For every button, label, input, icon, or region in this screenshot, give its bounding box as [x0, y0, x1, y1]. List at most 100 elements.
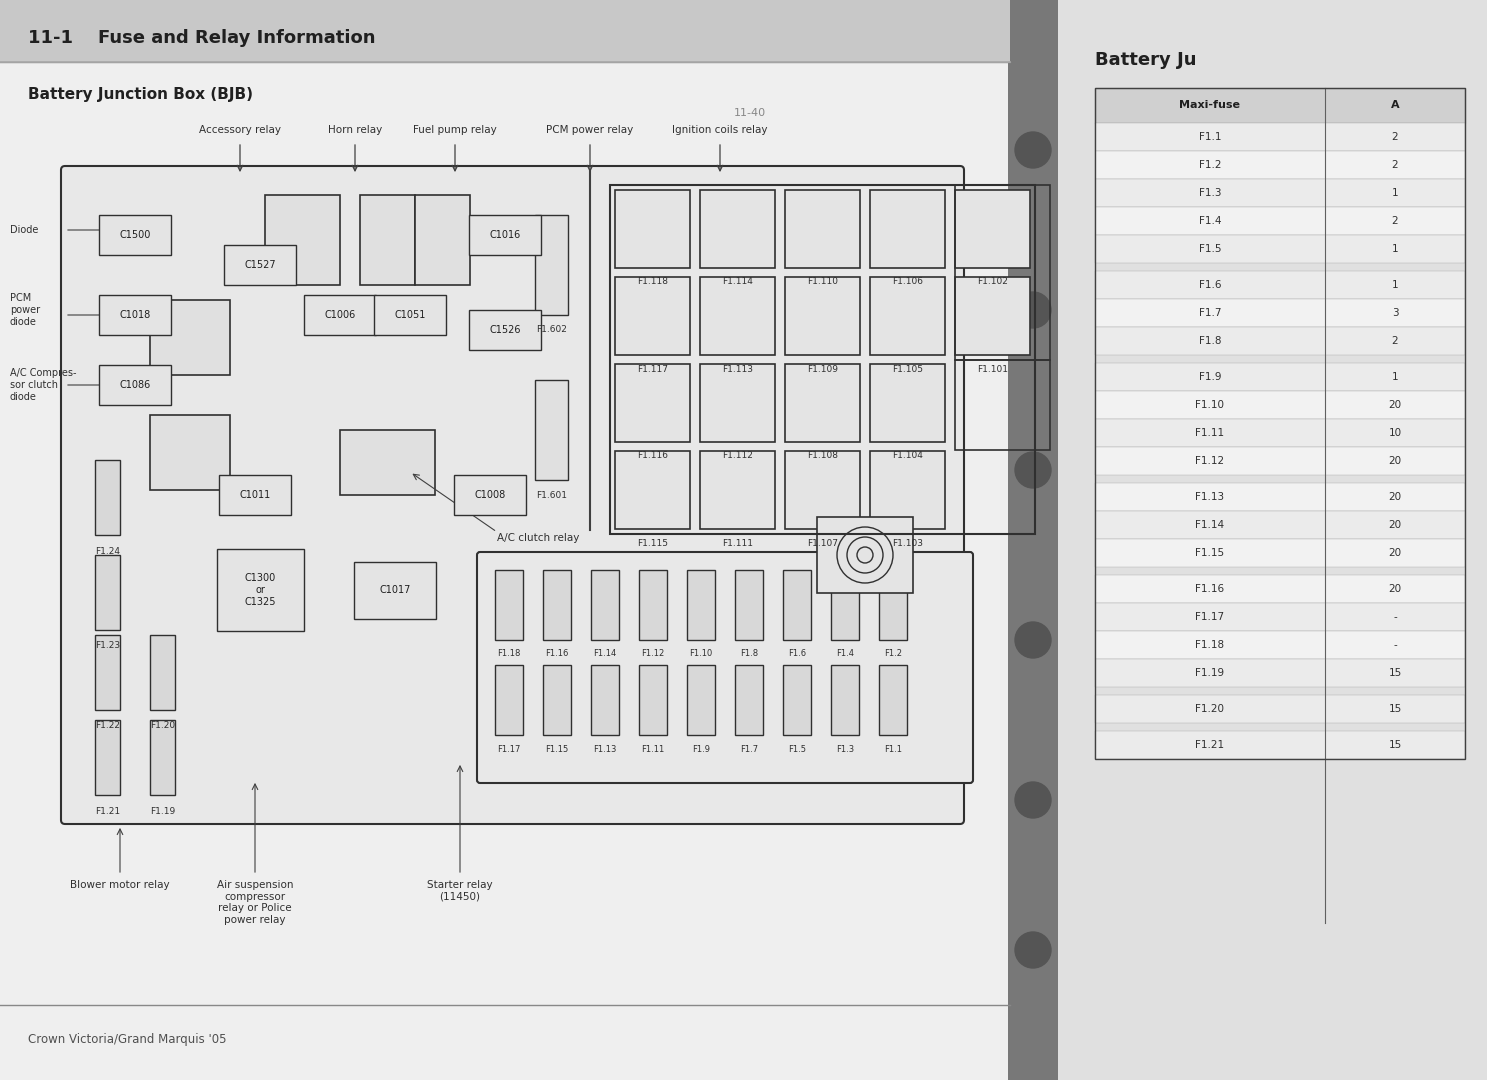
Text: F1.21: F1.21	[95, 807, 120, 815]
Text: F1.2: F1.2	[1199, 160, 1221, 170]
Text: 3: 3	[1392, 308, 1398, 318]
Text: 20: 20	[1389, 519, 1402, 530]
Bar	[341, 430, 436, 495]
Text: C1051: C1051	[394, 310, 425, 320]
Text: 2: 2	[1392, 216, 1398, 226]
Text: C1086: C1086	[119, 380, 150, 390]
Text: F1.21: F1.21	[1196, 740, 1225, 750]
Text: F1.4: F1.4	[1199, 216, 1221, 226]
Text: Air suspension
compressor
relay or Police
power relay: Air suspension compressor relay or Polic…	[217, 880, 293, 924]
Bar	[150, 300, 230, 375]
Bar	[1094, 511, 1465, 539]
Text: C1006: C1006	[324, 310, 355, 320]
Bar	[495, 570, 523, 640]
FancyBboxPatch shape	[100, 295, 171, 335]
Bar	[639, 570, 668, 640]
Text: Accessory relay: Accessory relay	[199, 125, 281, 135]
Bar	[687, 665, 715, 735]
Text: Starter relay
(11450): Starter relay (11450)	[427, 880, 492, 902]
Bar	[785, 364, 859, 442]
Bar	[0, 0, 1010, 1080]
Bar	[95, 460, 120, 535]
Text: F1.8: F1.8	[741, 649, 758, 659]
Text: F1.116: F1.116	[636, 451, 668, 460]
Bar	[616, 364, 690, 442]
Text: 1: 1	[1392, 244, 1398, 254]
Text: 20: 20	[1389, 584, 1402, 594]
Bar	[1094, 696, 1465, 723]
Text: F1.601: F1.601	[535, 490, 567, 499]
Text: F1.106: F1.106	[892, 278, 923, 286]
Text: C1300
or
C1325: C1300 or C1325	[244, 573, 275, 607]
Text: Fuel pump relay: Fuel pump relay	[413, 125, 497, 135]
Text: Ignition coils relay: Ignition coils relay	[672, 125, 767, 135]
Text: C1008: C1008	[474, 490, 506, 500]
Bar	[687, 570, 715, 640]
Bar	[1094, 391, 1465, 419]
Text: Horn relay: Horn relay	[327, 125, 382, 135]
Bar	[1094, 483, 1465, 511]
Text: F1.113: F1.113	[723, 365, 752, 374]
Bar	[785, 190, 859, 268]
Bar	[1094, 659, 1465, 687]
FancyBboxPatch shape	[219, 475, 291, 515]
Text: F1.9: F1.9	[691, 744, 709, 754]
Text: F1.112: F1.112	[723, 451, 752, 460]
Text: F1.104: F1.104	[892, 451, 923, 460]
Bar	[95, 720, 120, 795]
Text: F1.24: F1.24	[95, 546, 120, 555]
Bar	[1094, 151, 1465, 179]
Text: F1.3: F1.3	[1199, 188, 1221, 198]
Text: F1.17: F1.17	[497, 744, 520, 754]
Bar	[1094, 447, 1465, 475]
Circle shape	[1016, 622, 1051, 658]
Bar	[1094, 271, 1465, 299]
Text: F1.111: F1.111	[723, 539, 752, 548]
Bar	[955, 276, 1030, 355]
Text: F1.1: F1.1	[1199, 132, 1221, 141]
Bar	[879, 665, 907, 735]
Bar	[1008, 0, 1057, 1080]
Bar	[1094, 179, 1465, 207]
Text: 10: 10	[1389, 428, 1402, 438]
Text: F1.5: F1.5	[788, 744, 806, 754]
Bar	[1094, 575, 1465, 603]
Circle shape	[1016, 782, 1051, 818]
Bar	[95, 635, 120, 710]
Bar	[1094, 631, 1465, 659]
Text: 20: 20	[1389, 548, 1402, 558]
Bar	[700, 364, 775, 442]
Text: F1.12: F1.12	[1196, 456, 1225, 465]
Text: 1: 1	[1392, 280, 1398, 291]
Bar	[360, 195, 415, 285]
Text: C1018: C1018	[119, 310, 150, 320]
Text: Battery Junction Box (BJB): Battery Junction Box (BJB)	[28, 87, 253, 103]
Text: C1011: C1011	[239, 490, 271, 500]
Bar	[1094, 207, 1465, 235]
Bar	[543, 665, 571, 735]
Text: Diode: Diode	[10, 225, 39, 235]
Bar	[150, 415, 230, 490]
Bar	[816, 517, 913, 593]
Text: F1.114: F1.114	[723, 278, 752, 286]
Bar	[1094, 123, 1465, 151]
Text: 2: 2	[1392, 160, 1398, 170]
Bar	[1094, 363, 1465, 391]
Text: F1.6: F1.6	[1199, 280, 1221, 291]
Bar	[495, 665, 523, 735]
FancyBboxPatch shape	[100, 215, 171, 255]
Text: F1.20: F1.20	[1196, 704, 1224, 714]
Text: Blower motor relay: Blower motor relay	[70, 880, 170, 890]
Bar	[415, 195, 470, 285]
Bar	[955, 185, 1050, 360]
Bar	[784, 570, 810, 640]
Text: F1.109: F1.109	[807, 365, 839, 374]
Text: A: A	[1390, 100, 1399, 110]
Text: F1.3: F1.3	[836, 744, 854, 754]
Text: F1.20: F1.20	[150, 721, 175, 730]
Text: F1.18: F1.18	[1196, 640, 1225, 650]
Text: 15: 15	[1389, 740, 1402, 750]
Text: 20: 20	[1389, 456, 1402, 465]
Text: Battery Ju: Battery Ju	[1094, 51, 1197, 69]
Bar	[1094, 87, 1465, 759]
